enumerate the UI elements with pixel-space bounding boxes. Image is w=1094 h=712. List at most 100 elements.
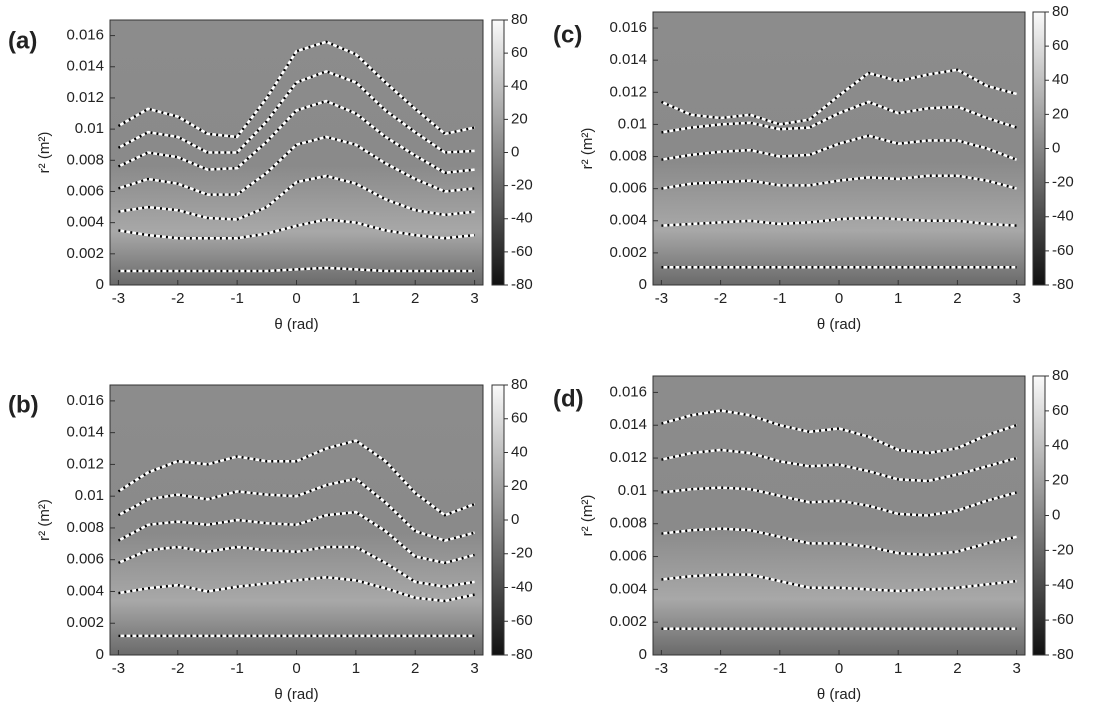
- y-tick-label: 0.006: [609, 547, 647, 564]
- x-tick-label: -2: [714, 290, 727, 307]
- colorbar-tick-label: -80: [511, 646, 533, 663]
- panel-label: (d): [553, 385, 584, 412]
- colorbar-tick-label: 20: [511, 110, 528, 127]
- contour-line: [661, 573, 1017, 593]
- y-tick-label: 0.012: [66, 455, 104, 472]
- colorbar-tick-label: -40: [1052, 208, 1074, 225]
- panel-label: (b): [8, 391, 39, 418]
- y-tick-label: 0: [96, 646, 104, 663]
- colorbar-tick-label: 20: [1052, 472, 1069, 489]
- colorbar-tick-label: 20: [1052, 105, 1069, 122]
- contour-line: [117, 70, 475, 154]
- colorbar-tick-label: 0: [511, 511, 519, 528]
- y-tick-label: 0.016: [609, 383, 647, 400]
- contour-dots: [661, 409, 1017, 455]
- panel-label: (a): [8, 27, 37, 54]
- x-tick-label: -1: [773, 660, 786, 677]
- y-tick-label: 0.002: [66, 245, 104, 262]
- x-tick-label: -3: [112, 660, 125, 677]
- x-tick-label: 0: [292, 660, 300, 677]
- x-tick-label: -1: [230, 660, 243, 677]
- contour-line: [661, 216, 1017, 227]
- x-tick-label: -3: [655, 660, 668, 677]
- colorbar: [491, 19, 505, 286]
- colorbar-tick-label: -40: [511, 210, 533, 227]
- contour-line: [661, 174, 1017, 190]
- x-tick-label: 1: [352, 660, 360, 677]
- y-tick-label: 0.014: [609, 416, 647, 433]
- contour-dots: [117, 545, 475, 588]
- y-tick-label: 0: [639, 276, 647, 293]
- y-tick-label: 0.016: [66, 392, 104, 409]
- contour-dots: [118, 575, 475, 603]
- colorbar-tick-label: -60: [1052, 242, 1074, 259]
- colorbar-tick-label: -20: [511, 545, 533, 562]
- colorbar-tick-label: 0: [511, 143, 519, 160]
- y-tick-label: 0.002: [66, 614, 104, 631]
- x-axis-label: θ (rad): [817, 316, 861, 333]
- colorbar: [491, 384, 505, 656]
- x-tick-label: -1: [230, 290, 243, 307]
- plot-field: [109, 384, 484, 656]
- plot-field: [652, 375, 1026, 656]
- colorbar-tick-label: 80: [511, 11, 528, 28]
- x-tick-label: 3: [470, 660, 478, 677]
- contour-dots: [117, 510, 475, 565]
- colorbar-tick-label: 80: [511, 376, 528, 393]
- colorbar-tick-label: -40: [1052, 576, 1074, 593]
- colorbar: [1032, 11, 1046, 286]
- y-tick-label: 0.008: [66, 519, 104, 536]
- colorbar-tick-label: 0: [1052, 139, 1060, 156]
- y-tick-label: 0.004: [609, 580, 647, 597]
- colorbar-tick-label: 0: [1052, 506, 1060, 523]
- colorbar-tick-label: 80: [1052, 3, 1069, 20]
- y-tick-label: 0.012: [609, 449, 647, 466]
- x-tick-label: 1: [894, 660, 902, 677]
- y-tick-label: 0.006: [66, 182, 104, 199]
- x-tick-label: 2: [411, 290, 419, 307]
- contour-line: [118, 174, 475, 221]
- y-tick-label: 0.002: [609, 244, 647, 261]
- y-tick-label: 0.006: [66, 551, 104, 568]
- contour-dots: [117, 477, 475, 542]
- colorbar-tick-label: -20: [1052, 541, 1074, 558]
- contour-dots: [117, 439, 476, 517]
- x-tick-label: 0: [835, 290, 843, 307]
- colorbar: [1032, 375, 1046, 656]
- y-axis-label: r² (m²): [579, 495, 596, 537]
- plot-field: [652, 11, 1026, 286]
- x-tick-label: -3: [655, 290, 668, 307]
- colorbar-tick-label: -80: [1052, 646, 1074, 663]
- contour-dots: [661, 448, 1017, 483]
- colorbar-tick-label: 20: [511, 477, 528, 494]
- x-tick-label: 3: [470, 290, 478, 307]
- colorbar-tick-label: 60: [511, 410, 528, 427]
- x-tick-label: -2: [714, 660, 727, 677]
- x-axis-label: θ (rad): [274, 316, 318, 333]
- y-tick-label: 0.008: [609, 147, 647, 164]
- y-tick-label: 0.008: [66, 151, 104, 168]
- x-tick-label: 1: [894, 290, 902, 307]
- panel-label: (c): [553, 21, 582, 48]
- y-tick-label: 0.01: [618, 115, 647, 132]
- y-tick-label: 0.004: [66, 582, 104, 599]
- y-tick-label: 0.014: [66, 58, 104, 75]
- y-tick-label: 0: [96, 276, 104, 293]
- y-tick-label: 0: [639, 646, 647, 663]
- y-tick-label: 0.016: [66, 27, 104, 44]
- contour-line: [117, 40, 475, 139]
- y-axis-label: r² (m²): [36, 499, 53, 541]
- x-tick-label: -1: [773, 290, 786, 307]
- x-axis-label: θ (rad): [274, 686, 318, 703]
- contour-line: [661, 527, 1017, 557]
- y-tick-label: 0.006: [609, 180, 647, 197]
- colorbar-tick-label: 40: [1052, 71, 1069, 88]
- colorbar-tick-label: 60: [1052, 402, 1069, 419]
- colorbar-tick-label: -20: [1052, 174, 1074, 191]
- contour-dots: [118, 135, 475, 196]
- colorbar-tick-label: 40: [511, 443, 528, 460]
- y-tick-label: 0.008: [609, 515, 647, 532]
- x-axis-label: θ (rad): [817, 686, 861, 703]
- x-tick-label: 0: [835, 660, 843, 677]
